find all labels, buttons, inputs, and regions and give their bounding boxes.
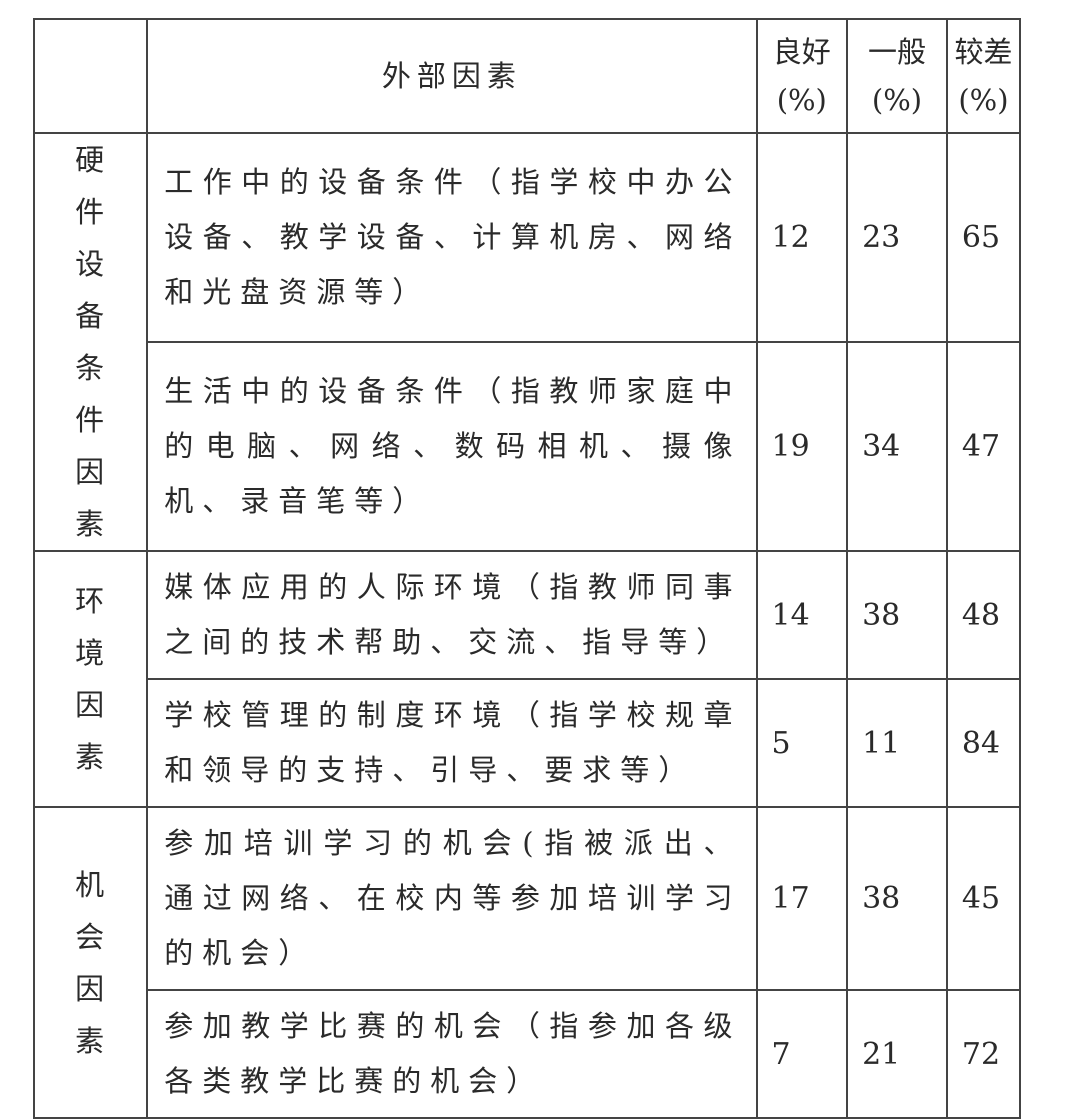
factor-cell: 生活中的设备条件（指教师家庭中的电脑、网络、数码相机、摄像机、录音笔等） [146,341,758,552]
good-cell: 17 [755,806,849,991]
category-cell: 机会因素 [32,806,149,1119]
poor-cell: 47 [945,341,1022,552]
header-row: 外部因素 良好 (%) 一般 (%) 较差 (%) [32,18,1022,134]
factor-cell: 工作中的设备条件（指学校中办公设备、教学设备、计算机房、网络和光盘资源等） [146,132,758,343]
poor-cell: 72 [945,989,1022,1119]
good-cell: 14 [755,550,849,680]
average-cell: 38 [846,806,948,991]
good-cell: 5 [755,678,849,808]
header-average: 一般 (%) [846,18,948,134]
average-cell: 21 [846,989,948,1119]
factor-cell: 媒体应用的人际环境（指教师同事之间的技术帮助、交流、指导等） [146,550,758,680]
poor-cell: 48 [945,550,1022,680]
poor-cell: 84 [945,678,1022,808]
average-cell: 11 [846,678,948,808]
header-factor: 外部因素 [146,18,758,134]
good-cell: 12 [755,132,849,343]
factor-cell: 参加培训学习的机会(指被派出、通过网络、在校内等参加培训学习的机会） [146,806,758,991]
table-row: 生活中的设备条件（指教师家庭中的电脑、网络、数码相机、摄像机、录音笔等） 19 … [34,341,1022,552]
table-row: 学校管理的制度环境（指学校规章和领导的支持、引导、要求等） 5 11 84 [34,678,1022,808]
header-blank [32,18,149,134]
header-poor: 较差 (%) [945,18,1022,134]
poor-cell: 45 [945,806,1022,991]
factor-cell: 参加教学比赛的机会（指参加各级各类教学比赛的机会） [146,989,758,1119]
good-cell: 7 [755,989,849,1119]
average-cell: 38 [846,550,948,680]
external-factors-table: 外部因素 良好 (%) 一般 (%) 较差 (%) 硬件设备条件因素 工作中的设备条件… [32,18,1022,1119]
category-cell: 硬件设备条件因素 [32,132,149,552]
poor-cell: 65 [945,132,1022,343]
table-row: 硬件设备条件因素 工作中的设备条件（指学校中办公设备、教学设备、计算机房、网络和… [32,132,1022,552]
category-cell: 环境因素 [32,550,149,808]
table-row: 环境因素 媒体应用的人际环境（指教师同事之间的技术帮助、交流、指导等） 14 3… [32,550,1022,808]
good-cell: 19 [755,341,849,552]
average-cell: 34 [846,341,948,552]
table-row: 参加教学比赛的机会（指参加各级各类教学比赛的机会） 7 21 72 [34,989,1022,1119]
average-cell: 23 [846,132,948,343]
table-row: 机会因素 参加培训学习的机会(指被派出、通过网络、在校内等参加培训学习的机会） … [32,806,1022,1119]
header-good: 良好 (%) [755,18,849,134]
factor-cell: 学校管理的制度环境（指学校规章和领导的支持、引导、要求等） [146,678,758,808]
